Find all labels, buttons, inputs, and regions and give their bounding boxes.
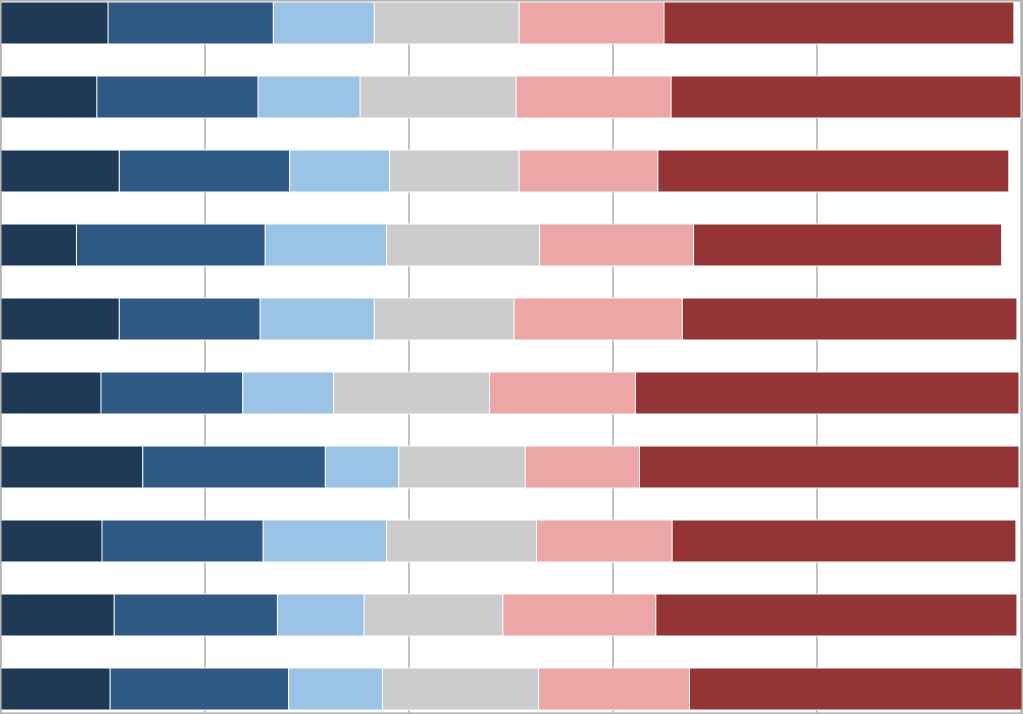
bar-row [0, 445, 1020, 489]
bar-row [0, 149, 1010, 193]
bar-segment [513, 297, 683, 341]
bar-row [0, 297, 1018, 341]
bar-segment [242, 371, 335, 415]
bar-segment [386, 223, 541, 267]
bar-segment [333, 371, 491, 415]
bar-segment [518, 149, 659, 193]
bar-segment [398, 445, 526, 489]
bar-segment [373, 297, 515, 341]
bar-segment [515, 75, 672, 119]
bar-segment [363, 593, 504, 637]
bar-segment [681, 297, 1018, 341]
bar-segment [289, 149, 391, 193]
bar-row [0, 519, 1017, 563]
bar-segment [262, 519, 388, 563]
bar-segment [109, 667, 290, 711]
bar-segment [0, 149, 120, 193]
bar-segment [0, 445, 144, 489]
bar-segment [107, 1, 274, 45]
bar-segment [518, 1, 665, 45]
bar-segment [502, 593, 657, 637]
bar-segment [75, 223, 266, 267]
bar-row [0, 223, 1003, 267]
bar-segment [0, 667, 111, 711]
bar-segment [639, 445, 1020, 489]
bar-segment [524, 445, 641, 489]
bar-segment [0, 297, 120, 341]
bar-segment [634, 371, 1020, 415]
bar-row [0, 667, 1023, 711]
bar-segment [324, 445, 400, 489]
bar-segment [536, 519, 673, 563]
bar-row [0, 371, 1020, 415]
bar-segment [0, 519, 103, 563]
bar-segment [373, 1, 520, 45]
bar-segment [489, 371, 636, 415]
bar-segment [118, 297, 261, 341]
bar-segment [671, 519, 1017, 563]
bar-segment [276, 593, 365, 637]
bar-segment [359, 75, 517, 119]
bar-segment [0, 1, 109, 45]
bar-segment [381, 667, 540, 711]
bar-segment [96, 75, 259, 119]
bar-segment [389, 149, 520, 193]
bar-segment [670, 75, 1022, 119]
bar-segment [0, 593, 115, 637]
bar-segment [100, 371, 244, 415]
bar-segment [693, 223, 1003, 267]
bar-segment [259, 297, 375, 341]
bar-segment [0, 223, 77, 267]
bar-segment [0, 75, 98, 119]
bar-segment [663, 1, 1015, 45]
bar-row [0, 75, 1022, 119]
bar-segment [113, 593, 278, 637]
bar-row [0, 593, 1018, 637]
bar-segment [655, 593, 1018, 637]
bar-segment [264, 223, 388, 267]
bar-segment [386, 519, 537, 563]
bar-segment [539, 223, 695, 267]
bar-segment [257, 75, 361, 119]
bar-segment [657, 149, 1010, 193]
bar-segment [272, 1, 375, 45]
bar-segment [288, 667, 383, 711]
bar-segment [538, 667, 690, 711]
bar-segment [142, 445, 326, 489]
bar-segment [101, 519, 264, 563]
bar-segment [0, 371, 102, 415]
bar-segment [118, 149, 291, 193]
bar-row [0, 1, 1015, 45]
bar-segment [689, 667, 1023, 711]
